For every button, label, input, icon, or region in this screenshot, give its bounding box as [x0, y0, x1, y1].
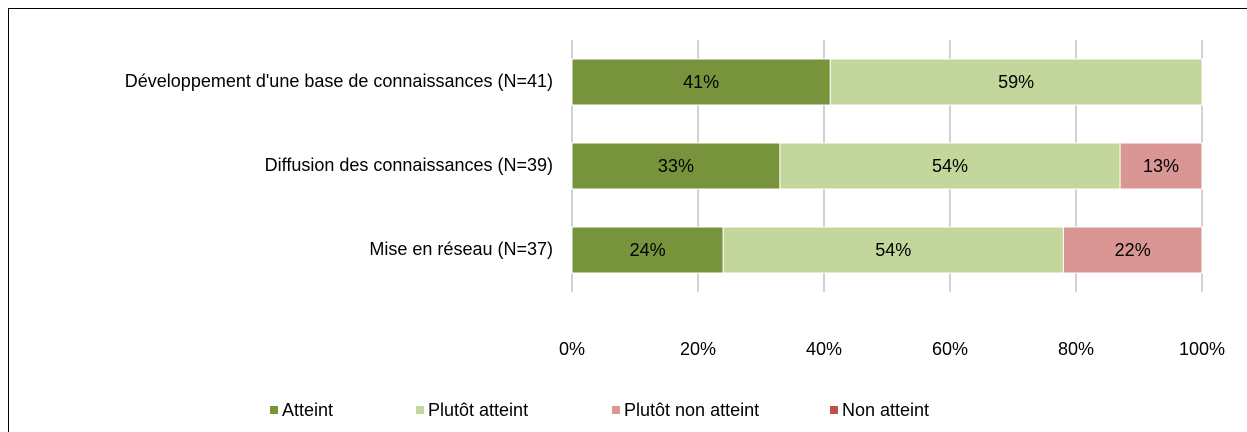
- bar-segment: [571, 58, 831, 106]
- data-label: 54%: [932, 156, 968, 176]
- data-label: 24%: [630, 240, 666, 260]
- legend-marker: [416, 406, 424, 414]
- data-label: 59%: [998, 72, 1034, 92]
- bar-segment: [779, 142, 1121, 190]
- x-tick-label: 60%: [932, 339, 968, 359]
- bar-segment: [1062, 226, 1203, 274]
- y-tick-label: Mise en réseau (N=37): [369, 239, 553, 259]
- data-label: 22%: [1115, 240, 1151, 260]
- x-tick-label: 40%: [806, 339, 842, 359]
- legend-label: Plutôt non atteint: [624, 400, 759, 420]
- x-tick-label: 0%: [559, 339, 585, 359]
- x-tick-label: 20%: [680, 339, 716, 359]
- legend-marker: [612, 406, 620, 414]
- legend-label: Atteint: [282, 400, 333, 420]
- bar-segment: [829, 58, 1203, 106]
- x-tick-label: 80%: [1058, 339, 1094, 359]
- legend-label: Non atteint: [842, 400, 929, 420]
- legend-marker: [270, 406, 278, 414]
- x-tick-label: 100%: [1179, 339, 1225, 359]
- data-label: 13%: [1143, 156, 1179, 176]
- y-tick-label: Développement d'une base de connaissance…: [125, 71, 553, 91]
- bar-segment: [722, 226, 1064, 274]
- legend-marker: [830, 406, 838, 414]
- data-label: 54%: [875, 240, 911, 260]
- bar-segment: [571, 226, 724, 274]
- data-label: 41%: [683, 72, 719, 92]
- y-tick-label: Diffusion des connaissances (N=39): [265, 155, 553, 175]
- legend-label: Plutôt atteint: [428, 400, 528, 420]
- bar-segment: [1119, 142, 1203, 190]
- data-label: 33%: [658, 156, 694, 176]
